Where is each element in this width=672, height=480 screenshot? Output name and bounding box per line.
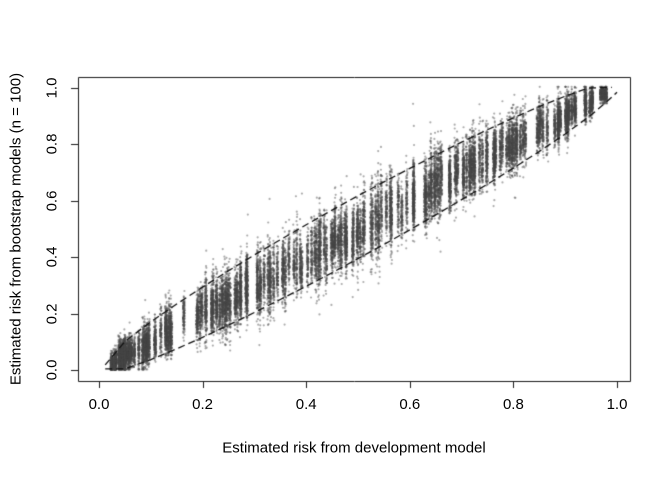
x-tick-label: 1.0 [606,396,628,413]
y-axis-title: Estimated risk from bootstrap models (n … [7,72,25,386]
y-tick-label: 0.4 [43,246,61,268]
y-tick-label: 0.2 [43,303,61,325]
y-tick-label: 0.8 [43,133,61,155]
x-tick-label: 0.2 [192,396,214,413]
y-tick-label: 1.0 [43,77,61,99]
x-tick-label: 0.4 [295,396,317,413]
y-tick-label: 0.0 [43,359,61,381]
x-tick-label: 0.6 [399,396,421,413]
x-axis-title: Estimated risk from development model [222,439,486,457]
y-tick-label: 0.6 [43,190,61,212]
x-tick-label: 0.8 [502,396,524,413]
x-tick-label: 0.0 [88,396,110,413]
